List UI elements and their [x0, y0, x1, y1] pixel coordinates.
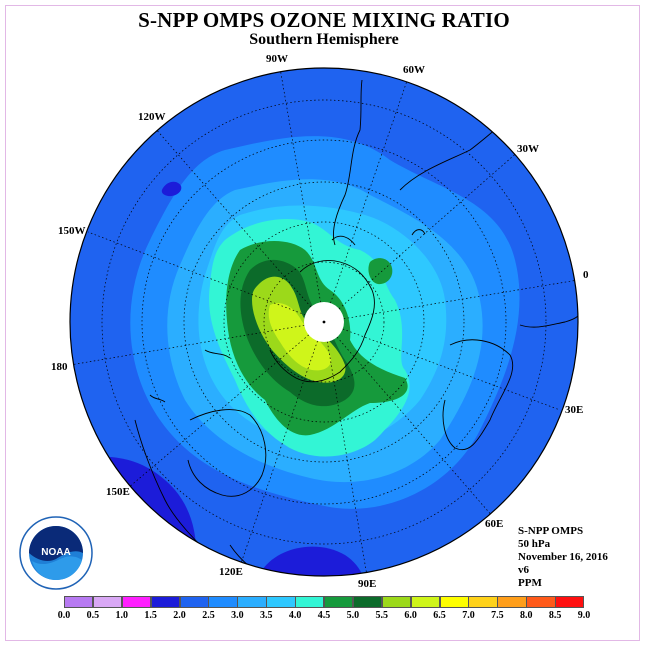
colorbar-tick-label: 0.5	[86, 610, 100, 621]
map-info-block: S-NPP OMPS 50 hPa November 16, 2016 v6 P…	[518, 525, 608, 590]
lon-label-90w: 90W	[266, 53, 288, 65]
info-date: November 16, 2016	[518, 551, 608, 563]
colorbar-swatch	[526, 596, 556, 608]
south-pole-dot	[322, 320, 326, 324]
noaa-logo: NOAA	[19, 516, 93, 590]
colorbar-swatch	[179, 596, 209, 608]
colorbar-swatch	[497, 596, 527, 608]
info-version: v6	[518, 564, 529, 576]
colorbar-swatch	[92, 596, 123, 608]
colorbar-tick-label: 8.5	[548, 610, 562, 621]
colorbar-swatch	[410, 596, 441, 608]
colorbar-swatch	[352, 596, 383, 608]
colorbar-tick-label: 8.0	[519, 610, 533, 621]
lon-label-30e: 30E	[565, 404, 583, 416]
colorbar-tick-label: 9.0	[577, 610, 591, 621]
map-title: S-NPP OMPS OZONE MIXING RATIO	[138, 8, 510, 32]
graticule	[70, 68, 578, 576]
lon-label-60e: 60E	[485, 518, 503, 530]
colorbar-swatch	[468, 596, 498, 608]
colorbar-swatch	[237, 596, 267, 608]
map-subtitle: Southern Hemisphere	[249, 31, 399, 48]
colorbar-tick-label: 7.0	[462, 610, 475, 621]
contour-1.5-s	[260, 546, 365, 576]
lon-label-150w: 150W	[58, 225, 86, 237]
lon-label-30w: 30W	[517, 143, 539, 155]
colorbar-swatch	[64, 596, 94, 608]
info-instrument: S-NPP OMPS	[518, 525, 584, 537]
colorbar-tick-label: 6.0	[404, 610, 417, 621]
lon-label-150e: 150E	[106, 486, 130, 498]
noaa-logo-text: NOAA	[41, 547, 70, 558]
colorbar-tick-label: 3.0	[231, 610, 244, 621]
lon-label-0: 0	[583, 269, 589, 281]
lon-label-90e: 90E	[358, 578, 376, 590]
info-units: PPM	[518, 577, 542, 589]
coastlines	[134, 79, 578, 576]
colorbar-tick-label: 2.5	[202, 610, 215, 621]
colorbar-swatch	[324, 596, 354, 608]
page-frame	[5, 5, 640, 641]
colorbar-swatch	[121, 596, 152, 608]
contour-6.0	[268, 303, 331, 371]
colorbar-swatch	[150, 596, 181, 608]
colorbar-tick-label: 0.0	[57, 610, 71, 621]
contour-1.5-ne	[161, 181, 182, 197]
colorbar-swatch	[439, 596, 469, 608]
colorbar-swatch	[208, 596, 238, 608]
colorbar-tick-label: 4.5	[317, 610, 331, 621]
colorbar-tick-label: 3.5	[259, 610, 273, 621]
colorbar-tick-label: 5.0	[346, 610, 360, 621]
lon-label-120e: 120E	[219, 566, 243, 578]
colorbar-tick-label: 2.0	[173, 610, 186, 621]
colorbar-tick-label: 7.5	[491, 610, 504, 621]
colorbar-tick-label: 1.0	[115, 610, 129, 621]
colorbar-tick-label: 6.5	[433, 610, 446, 621]
colorbar-tick-label: 5.5	[375, 610, 389, 621]
colorbar-swatch	[295, 596, 325, 608]
lon-label-180: 180	[51, 361, 68, 373]
colorbar-swatch	[555, 596, 585, 608]
colorbar-swatch	[381, 596, 412, 608]
info-level: 50 hPa	[518, 538, 551, 550]
map-outline	[69, 67, 579, 577]
colorbar-swatch	[266, 596, 296, 608]
lon-label-120w: 120W	[138, 111, 166, 123]
colorbar-tick-label: 1.5	[144, 610, 157, 621]
contour-4.5-spot	[368, 258, 393, 285]
lon-label-60w: 60W	[403, 64, 425, 76]
colorbar	[64, 596, 585, 608]
colorbar-tick-label: 4.0	[288, 610, 302, 621]
